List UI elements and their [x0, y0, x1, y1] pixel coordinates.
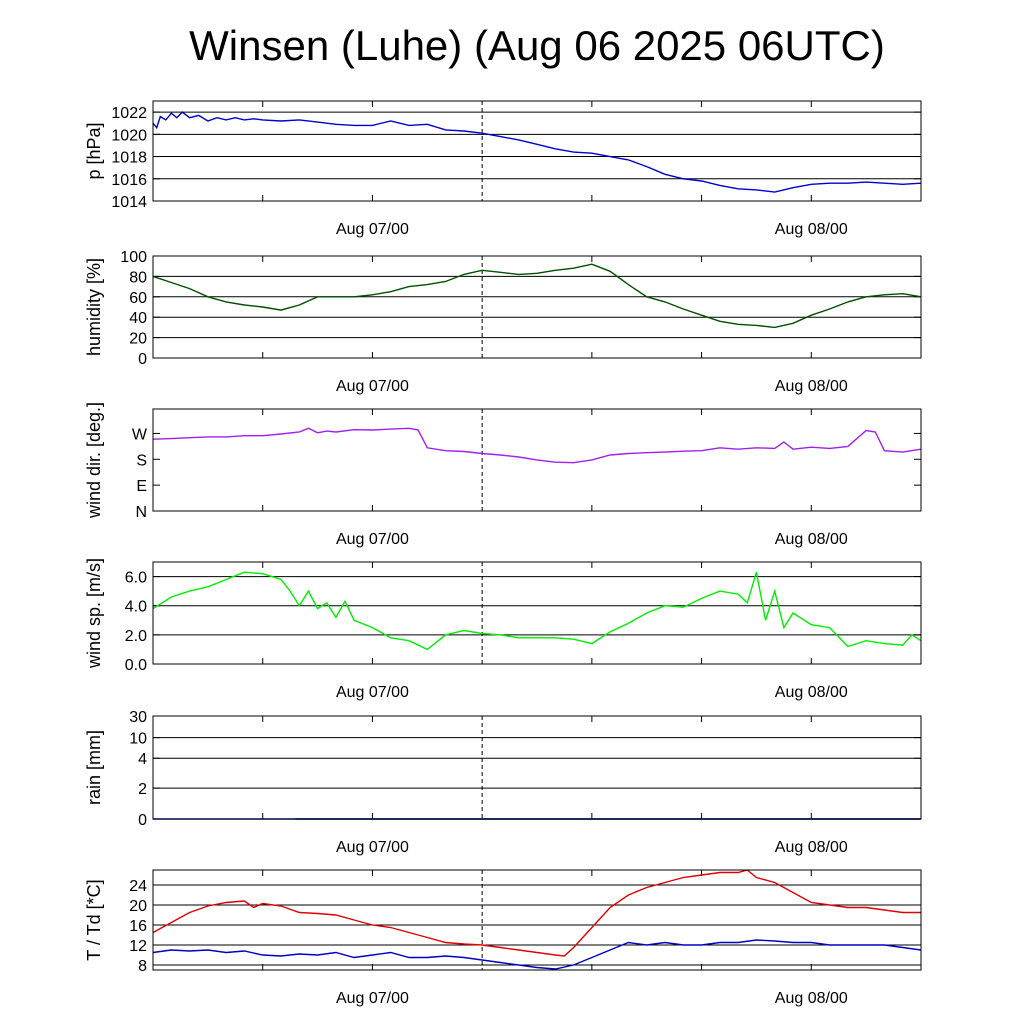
temperature-ytick-label: 20	[129, 898, 147, 915]
rain-frame	[152, 715, 922, 820]
temperature-ytick-label: 16	[129, 918, 147, 935]
temperature-ylabel: T / Td [*C]	[84, 879, 104, 960]
humidity-panel: 0 20 40 60 80 100 Aug 07/00 Aug 08/00 humidity […	[84, 249, 922, 395]
pressure-ytick-label: 1018	[111, 150, 147, 167]
temperature-xtick-label: Aug 07/00	[336, 990, 409, 1007]
humidity-ytick-label: 100	[120, 249, 147, 266]
rain-ytick-label: 2	[138, 781, 147, 798]
wind_dir-ylabel: wind dir. [deg.]	[84, 402, 104, 519]
pressure-panel: 1014 1016 1018 1020 1022 Aug 07/00 Aug 08/00 p …	[84, 100, 922, 238]
wind_speed-ylabel: wind sp. [m/s]	[84, 558, 104, 669]
humidity-frame	[152, 255, 922, 359]
wind_dir-series-line-0	[152, 427, 922, 464]
wind_speed-ytick-label: 0.0	[125, 657, 147, 674]
wind_dir-frame	[152, 408, 922, 512]
pressure-ytick-label: 1022	[111, 105, 147, 122]
wind_dir-xtick-label: Aug 07/00	[336, 531, 409, 548]
temperature-ytick-label: 8	[138, 958, 147, 975]
temperature-ytick-label: 12	[129, 938, 147, 955]
wind_dir-ytick-label: N	[135, 504, 147, 521]
wind_dir-ytick-label: W	[132, 426, 148, 443]
rain-ytick-label: 4	[138, 751, 147, 768]
humidity-series-line-0	[152, 263, 922, 329]
pressure-xtick-label: Aug 07/00	[336, 221, 409, 238]
temperature-series-line-0	[152, 869, 921, 957]
temperature-frame	[152, 869, 922, 971]
rain-ytick-label: 10	[129, 731, 147, 748]
wind_dir-ytick-label: S	[136, 452, 147, 469]
wind_dir-ytick-label: E	[136, 478, 147, 495]
humidity-ytick-label: 40	[129, 310, 147, 327]
pressure-xtick-label: Aug 08/00	[775, 221, 848, 238]
rain-ytick-label: 0	[138, 812, 147, 829]
pressure-frame	[152, 100, 922, 202]
temperature-series-line-1	[152, 939, 922, 970]
temperature-ytick-label: 24	[129, 878, 147, 895]
pressure-ylabel: p [hPa]	[84, 122, 104, 179]
pressure-ytick-label: 1020	[111, 127, 147, 144]
rain-panel: 0 2 4 10 30 Aug 07/00 Aug 08/00 rain [mm]	[84, 709, 922, 856]
wind_speed-ytick-label: 2.0	[125, 628, 147, 645]
rain-xtick-label: Aug 07/00	[336, 839, 409, 856]
rain-ylabel: rain [mm]	[84, 730, 104, 805]
rain-ytick-label: 30	[129, 709, 147, 726]
humidity-xtick-label: Aug 08/00	[775, 378, 848, 395]
pressure-ytick-label: 1014	[111, 194, 147, 211]
pressure-series-line-0	[152, 111, 922, 193]
humidity-ytick-label: 20	[129, 331, 147, 348]
humidity-ylabel: humidity [%]	[84, 258, 104, 356]
chart-title: Winsen (Luhe) (Aug 06 2025 06UTC)	[189, 22, 885, 69]
rain-xtick-label: Aug 08/00	[775, 839, 848, 856]
wind_speed-ytick-label: 6.0	[125, 570, 147, 587]
wind_speed-ytick-label: 4.0	[125, 599, 147, 616]
wind_speed-frame	[152, 561, 922, 665]
humidity-ytick-label: 60	[129, 290, 147, 307]
wind_speed-xtick-label: Aug 07/00	[336, 684, 409, 701]
wind_speed-series-line-0	[152, 571, 922, 651]
pressure-ytick-label: 1016	[111, 172, 147, 189]
wind_speed-xtick-label: Aug 08/00	[775, 684, 848, 701]
humidity-xtick-label: Aug 07/00	[336, 378, 409, 395]
wind_dir-xtick-label: Aug 08/00	[775, 531, 848, 548]
humidity-ytick-label: 0	[138, 351, 147, 368]
temperature-panel: 8 12 16 20 24 Aug 07/00 Aug 08/00 T / Td [*C]	[84, 869, 922, 1007]
wind_speed-panel: 0.0 2.0 4.0 6.0 Aug 07/00 Aug 08/00 wind sp. […	[84, 558, 922, 701]
temperature-xtick-label: Aug 08/00	[775, 990, 848, 1007]
humidity-ytick-label: 80	[129, 269, 147, 286]
